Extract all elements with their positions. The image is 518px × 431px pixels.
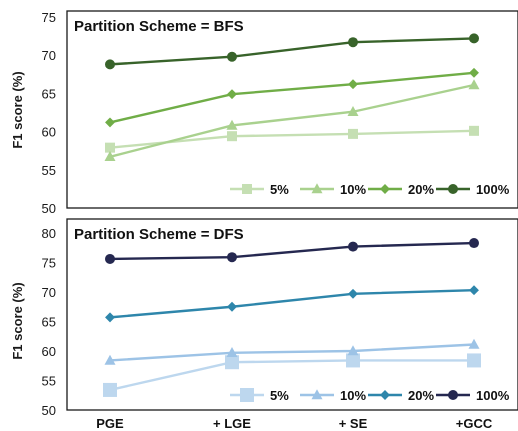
y-tick-label: 50 (42, 403, 56, 418)
data-point (347, 105, 359, 116)
data-point (469, 67, 479, 78)
y-tick-label: 55 (42, 374, 56, 389)
panel-frame (66, 10, 518, 209)
data-point (468, 79, 480, 90)
y-tick-label: 60 (42, 125, 56, 140)
panel-title: Partition Scheme = DFS (74, 226, 244, 243)
data-point (469, 125, 479, 136)
series-line-4 (109, 241, 475, 261)
legend-label: 5% (270, 388, 289, 403)
legend-label: 100% (476, 182, 510, 197)
data-point (348, 128, 358, 139)
x-tick-label: +GCC (456, 416, 493, 431)
data-point (227, 131, 237, 142)
legend-label: 10% (340, 388, 366, 403)
legend-label: 5% (270, 182, 289, 197)
data-point (348, 288, 358, 299)
data-point (227, 51, 237, 62)
y-tick-label: 65 (42, 86, 56, 101)
y-tick-label: 75 (42, 10, 56, 25)
data-point (468, 338, 480, 349)
data-point (348, 79, 358, 90)
legend-label: 100% (476, 388, 510, 403)
data-point (226, 119, 238, 130)
data-point (105, 253, 115, 264)
data-point (227, 89, 237, 100)
data-point (348, 37, 358, 48)
data-point (105, 59, 115, 70)
data-point (104, 151, 116, 162)
y-tick-label: 70 (42, 48, 56, 63)
y-tick-label: 70 (42, 285, 56, 300)
legend-marker (380, 184, 390, 194)
data-point (227, 252, 237, 263)
data-point (467, 353, 481, 368)
y-tick-label: 50 (42, 201, 56, 216)
data-point (105, 312, 115, 323)
y-tick-label: 75 (42, 256, 56, 271)
data-point (103, 382, 117, 397)
legend-marker (448, 390, 458, 400)
panel-title: Partition Scheme = BFS (74, 18, 244, 35)
panel-2: 50 55 60 65 70 75 80 F1 score (%) Partition Sche… (10, 218, 518, 431)
y-axis-label: F1 score (%) (10, 282, 25, 359)
series-line-3 (109, 289, 475, 319)
y-tick-label: 55 (42, 163, 56, 178)
data-point (469, 33, 479, 44)
legend-marker (448, 184, 458, 194)
data-point (225, 355, 239, 370)
y-tick-label: 60 (42, 344, 56, 359)
series-line-1 (109, 129, 475, 149)
legend-marker (311, 183, 323, 194)
series-line-2 (109, 343, 475, 362)
data-point (469, 238, 479, 249)
legend-label: 20% (408, 388, 434, 403)
legend-label: 10% (340, 182, 366, 197)
series-line-2 (109, 83, 475, 158)
y-tick-label: 80 (42, 226, 56, 241)
series-line-1 (109, 359, 474, 392)
panel-frame (66, 218, 518, 411)
x-tick-label: + LGE (213, 416, 251, 431)
panel-1: 50 55 60 65 70 75 F1 score (%) Partition Scheme… (10, 10, 518, 216)
x-tick-label: + SE (339, 416, 368, 431)
data-point (105, 142, 115, 153)
legend-marker (242, 184, 252, 194)
data-point (346, 353, 360, 368)
series-line-3 (109, 71, 475, 124)
legend-marker (311, 389, 323, 400)
legend-label: 20% (408, 182, 434, 197)
data-point (227, 301, 237, 312)
y-tick-label: 65 (42, 315, 56, 330)
legend-marker (380, 390, 390, 400)
data-point (347, 345, 359, 356)
data-point (104, 354, 116, 365)
data-point (226, 347, 238, 358)
data-point (348, 241, 358, 252)
series-line-4 (109, 37, 475, 66)
legend-marker (240, 388, 254, 402)
y-axis-label: F1 score (%) (10, 71, 25, 148)
data-point (105, 117, 115, 128)
x-tick-label: PGE (96, 416, 124, 431)
data-point (469, 285, 479, 296)
